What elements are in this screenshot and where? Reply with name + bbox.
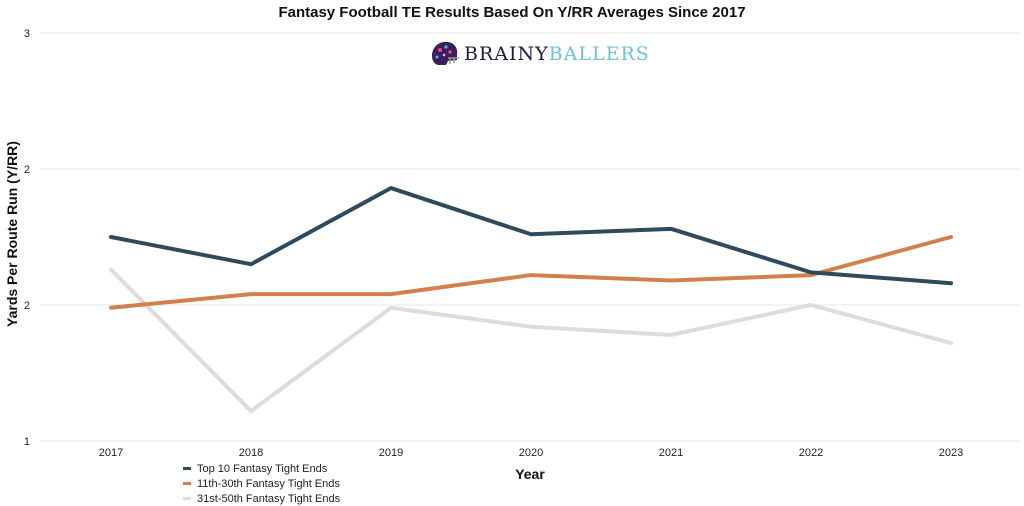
x-tick-label: 2018 [239, 447, 263, 459]
logo-word-brainy: BRAINY [464, 43, 549, 65]
logo-wordmark: BRAINYBALLERS [464, 43, 650, 65]
legend-swatch [183, 467, 191, 470]
legend-label: 11th-30th Fantasy Tight Ends [197, 477, 340, 490]
y-tick-label: 2 [24, 300, 30, 312]
legend-label: 31st-50th Fantasy Tight Ends [197, 492, 341, 505]
legend-swatch [183, 482, 191, 485]
chart-title: Fantasy Football TE Results Based On Y/R… [278, 4, 746, 21]
x-tick-label: 2017 [99, 447, 123, 459]
legend-item: Top 10 Fantasy Tight Ends [183, 461, 340, 476]
y-tick-label: 2 [24, 164, 30, 176]
chart-legend: Top 10 Fantasy Tight Ends 11th-30th Fanta… [183, 461, 340, 506]
x-tick-label: 2022 [799, 447, 823, 459]
series-line-2 [109, 235, 953, 310]
y-tick-label: 3 [24, 28, 30, 40]
series-line-1 [109, 186, 953, 286]
y-tick-label: 1 [24, 436, 30, 448]
legend-item: 31st-50th Fantasy Tight Ends [183, 491, 340, 506]
legend-label: Top 10 Fantasy Tight Ends [197, 462, 328, 475]
x-tick-label: 2021 [659, 447, 683, 459]
legend-swatch [183, 497, 191, 500]
x-tick-label: 2019 [379, 447, 403, 459]
x-tick-label: 2020 [519, 447, 543, 459]
brainyballers-logo: BRAINYBALLERS [428, 38, 650, 70]
logo-word-ballers: BALLERS [548, 43, 650, 65]
football-helmet-icon [432, 41, 459, 65]
x-tick-label: 2023 [939, 447, 963, 459]
legend-item: 11th-30th Fantasy Tight Ends [183, 476, 340, 491]
x-axis-label: Year [515, 466, 545, 482]
series-line-3 [109, 267, 953, 414]
